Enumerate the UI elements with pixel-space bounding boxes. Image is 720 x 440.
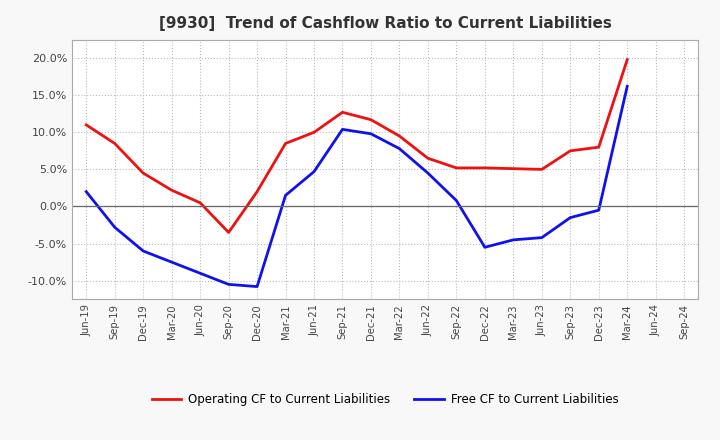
- Free CF to Current Liabilities: [82, 189, 91, 194]
- Free CF to Current Liabilities: [595, 208, 603, 213]
- Free CF to Current Liabilities: [366, 131, 375, 136]
- Operating CF to Current Liabilities: [395, 133, 404, 139]
- Free CF to Current Liabilities: [423, 170, 432, 176]
- Free CF to Current Liabilities: [338, 127, 347, 132]
- Legend: Operating CF to Current Liabilities, Free CF to Current Liabilities: Operating CF to Current Liabilities, Fre…: [147, 388, 624, 411]
- Free CF to Current Liabilities: [537, 235, 546, 240]
- Operating CF to Current Liabilities: [452, 165, 461, 171]
- Free CF to Current Liabilities: [282, 193, 290, 198]
- Operating CF to Current Liabilities: [423, 156, 432, 161]
- Operating CF to Current Liabilities: [566, 148, 575, 154]
- Free CF to Current Liabilities: [395, 146, 404, 151]
- Free CF to Current Liabilities: [566, 215, 575, 220]
- Operating CF to Current Liabilities: [595, 144, 603, 150]
- Free CF to Current Liabilities: [196, 271, 204, 276]
- Operating CF to Current Liabilities: [310, 130, 318, 135]
- Free CF to Current Liabilities: [139, 248, 148, 253]
- Free CF to Current Liabilities: [225, 282, 233, 287]
- Operating CF to Current Liabilities: [253, 189, 261, 194]
- Free CF to Current Liabilities: [623, 84, 631, 89]
- Free CF to Current Liabilities: [253, 284, 261, 289]
- Operating CF to Current Liabilities: [537, 167, 546, 172]
- Operating CF to Current Liabilities: [623, 57, 631, 62]
- Operating CF to Current Liabilities: [110, 141, 119, 146]
- Free CF to Current Liabilities: [110, 224, 119, 230]
- Operating CF to Current Liabilities: [196, 200, 204, 205]
- Title: [9930]  Trend of Cashflow Ratio to Current Liabilities: [9930] Trend of Cashflow Ratio to Curren…: [159, 16, 611, 32]
- Operating CF to Current Liabilities: [167, 187, 176, 193]
- Free CF to Current Liabilities: [452, 198, 461, 203]
- Line: Operating CF to Current Liabilities: Operating CF to Current Liabilities: [86, 60, 627, 232]
- Line: Free CF to Current Liabilities: Free CF to Current Liabilities: [86, 86, 627, 286]
- Operating CF to Current Liabilities: [509, 166, 518, 171]
- Operating CF to Current Liabilities: [139, 170, 148, 176]
- Operating CF to Current Liabilities: [366, 117, 375, 122]
- Free CF to Current Liabilities: [310, 169, 318, 174]
- Operating CF to Current Liabilities: [480, 165, 489, 171]
- Free CF to Current Liabilities: [480, 245, 489, 250]
- Free CF to Current Liabilities: [509, 237, 518, 242]
- Free CF to Current Liabilities: [167, 260, 176, 265]
- Operating CF to Current Liabilities: [82, 122, 91, 128]
- Operating CF to Current Liabilities: [225, 230, 233, 235]
- Operating CF to Current Liabilities: [338, 110, 347, 115]
- Operating CF to Current Liabilities: [282, 141, 290, 146]
